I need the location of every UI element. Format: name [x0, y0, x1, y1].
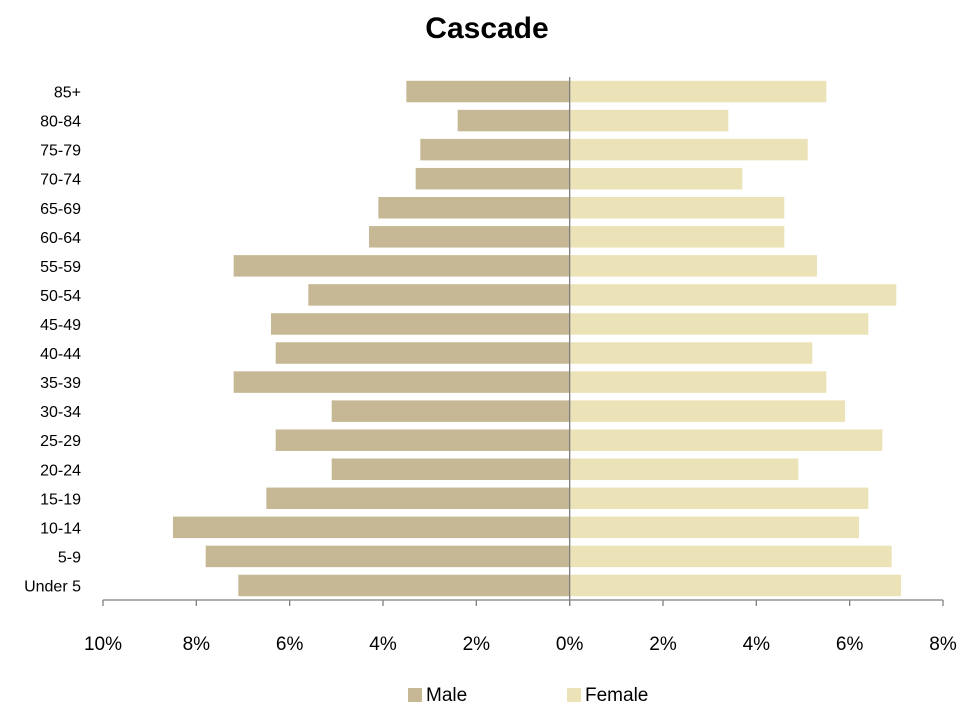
category-label: 65-69: [40, 201, 81, 218]
x-tick-label: 6%: [276, 634, 304, 655]
bar-male-60-64: [369, 226, 570, 248]
category-labels: Under 5 5-9 10-14 15-19 20-24 25-29 30-34 35-39…: [24, 85, 81, 596]
bar-male-20-24: [331, 458, 570, 480]
legend-label-male: Male: [426, 685, 467, 706]
bar-male-85: [406, 80, 570, 103]
bar-female-45-49: [569, 313, 869, 335]
x-axis: 10% 8% 6% 4% 2% 0% 2% 4% 6% 8%: [84, 77, 957, 655]
legend-swatch-female: [567, 688, 581, 702]
bar-female-85: [569, 80, 827, 103]
bar-male-30-34: [331, 400, 570, 422]
bar-male-70-74: [415, 167, 570, 190]
bar-female-40-44: [569, 342, 813, 364]
x-tick-label: 2%: [463, 634, 491, 655]
bar-male-65-69: [378, 197, 570, 219]
category-label: 25-29: [40, 433, 81, 450]
bar-female-70-74: [569, 167, 743, 190]
category-label: 20-24: [40, 462, 81, 479]
bar-female-50-54: [569, 284, 897, 306]
legend: Male Female: [408, 685, 648, 706]
bar-male-55-59: [233, 255, 570, 277]
bar-male-5-9: [205, 545, 570, 568]
chart-title: Cascade: [425, 12, 548, 45]
category-label: 40-44: [40, 346, 81, 363]
category-label: 35-39: [40, 375, 81, 392]
category-label: 30-34: [40, 404, 81, 421]
bar-female-15-19: [569, 487, 869, 510]
category-label: 80-84: [40, 114, 81, 131]
category-label: 10-14: [40, 520, 81, 537]
x-tick-label: 0%: [556, 634, 584, 655]
bar-male-35-39: [233, 371, 570, 393]
category-label: 15-19: [40, 491, 81, 508]
category-label: 70-74: [40, 172, 81, 189]
x-tick-label: 8%: [929, 634, 957, 655]
bar-male-75-79: [420, 138, 570, 161]
bar-female-25-29: [569, 429, 883, 451]
category-label: 55-59: [40, 259, 81, 276]
x-tick-label: 4%: [369, 634, 397, 655]
bar-female-20-24: [569, 458, 799, 480]
x-tick-label: 6%: [836, 634, 864, 655]
bar-female-75-79: [569, 138, 808, 161]
bar-female-55-59: [569, 255, 817, 277]
category-label: 75-79: [40, 143, 81, 160]
bar-male-40-44: [275, 342, 570, 364]
bar-female-5-9: [569, 545, 892, 568]
x-tick-label: 4%: [743, 634, 771, 655]
bar-male-15-19: [266, 487, 570, 510]
category-label: 85+: [54, 85, 81, 102]
x-tick-label: 8%: [183, 634, 211, 655]
bar-female-Under5: [569, 574, 901, 597]
bar-male-45-49: [271, 313, 570, 335]
bar-female-10-14: [569, 516, 859, 539]
category-label: 45-49: [40, 317, 81, 334]
bar-male-10-14: [173, 516, 570, 539]
bar-female-35-39: [569, 371, 827, 393]
bar-female-65-69: [569, 197, 785, 219]
legend-label-female: Female: [585, 685, 648, 706]
bars-group: [173, 80, 901, 597]
category-label: 50-54: [40, 288, 81, 305]
bar-male-Under5: [238, 574, 570, 597]
category-label: Under 5: [24, 578, 81, 595]
category-label: 5-9: [58, 549, 81, 566]
bar-female-60-64: [569, 226, 785, 248]
bar-male-50-54: [308, 284, 570, 306]
bar-male-25-29: [275, 429, 570, 451]
bar-male-80-84: [457, 109, 570, 132]
category-label: 60-64: [40, 230, 81, 247]
x-tick-label: 2%: [649, 634, 677, 655]
x-tick-label: 10%: [84, 634, 122, 655]
bar-female-30-34: [569, 400, 845, 422]
bar-female-80-84: [569, 109, 729, 132]
legend-swatch-male: [408, 688, 422, 702]
